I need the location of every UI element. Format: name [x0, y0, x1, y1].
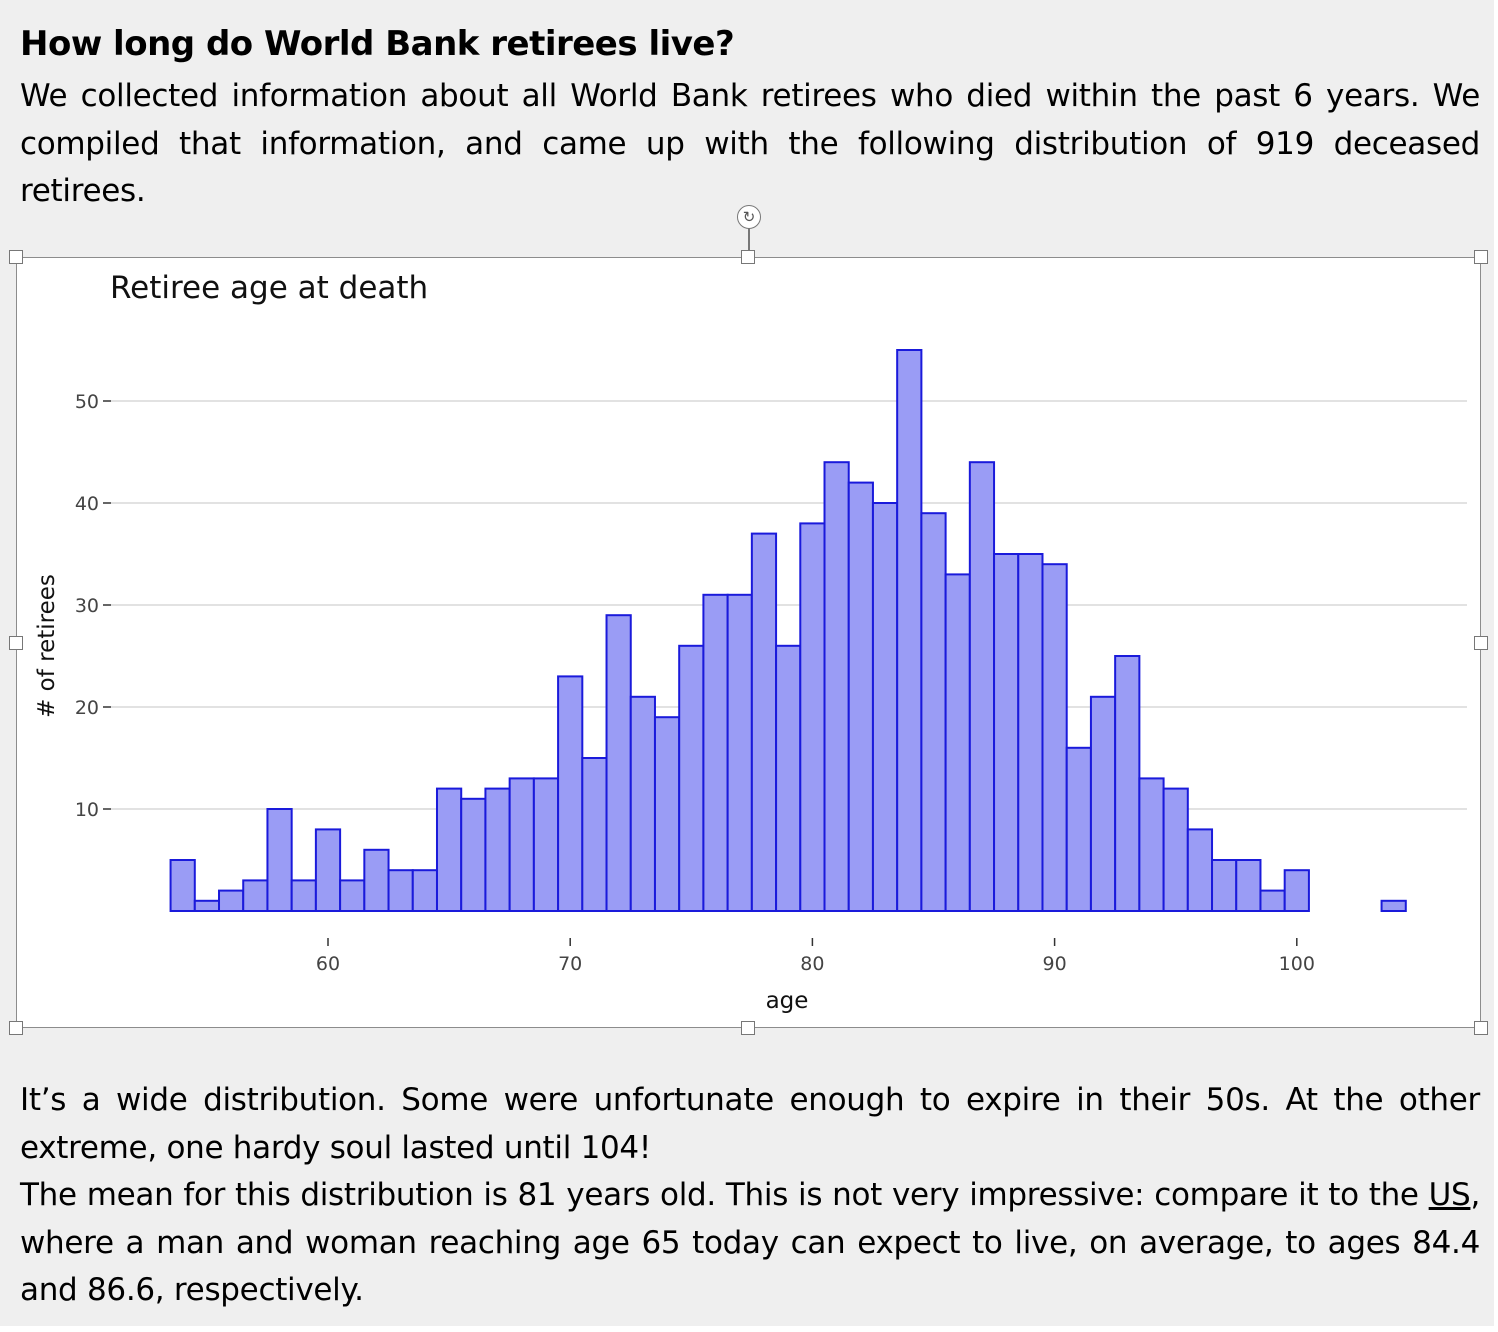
y-tick-label-10: 10: [75, 799, 99, 821]
y-tick-label-30: 30: [75, 595, 99, 617]
histogram-bar-91: [1065, 746, 1092, 912]
histogram-bar-90: [1041, 563, 1068, 912]
x-tick-label-90: 90: [1043, 953, 1067, 975]
x-tick-label-60: 60: [316, 953, 340, 975]
histogram-bar-95: [1162, 787, 1189, 912]
us-link[interactable]: US: [1428, 1177, 1471, 1213]
histogram-bar-57: [242, 879, 269, 913]
grid-lines: [111, 400, 1467, 810]
resize-handle-top[interactable]: [741, 250, 755, 264]
histogram-bar-87: [968, 461, 996, 912]
histogram-bar-94: [1138, 777, 1165, 913]
histogram-bar-92: [1089, 695, 1117, 912]
discussion-paragraph-1: It’s a wide distribution. Some were unfo…: [20, 1082, 1480, 1166]
histogram-bar-81: [823, 461, 850, 912]
histogram-bar-97: [1211, 859, 1238, 912]
resize-handle-left[interactable]: [9, 636, 23, 650]
histogram-bar-79: [775, 644, 802, 912]
histogram-bar-55: [193, 899, 221, 912]
histogram-bar-80: [799, 522, 826, 912]
histogram-bar-82: [847, 481, 874, 912]
rotate-handle-icon[interactable]: ↻: [737, 205, 761, 229]
resize-handle-top-left[interactable]: [9, 250, 23, 264]
histogram-bar-65: [435, 787, 463, 912]
x-tick-label-70: 70: [558, 953, 582, 975]
histogram-bar-73: [629, 695, 656, 912]
resize-handle-bottom[interactable]: [741, 1021, 755, 1035]
y-tick-label-50: 50: [75, 391, 99, 413]
resize-handle-top-right[interactable]: [1474, 250, 1488, 264]
histogram-bar-68: [508, 777, 535, 913]
histogram-bar-99: [1259, 889, 1286, 912]
histogram-bar-98: [1235, 859, 1262, 912]
y-tick-label-40: 40: [75, 493, 99, 515]
histogram-bar-104: [1380, 899, 1407, 912]
chart-title: Retiree age at death: [110, 270, 428, 306]
chart-object[interactable]: Retiree age at death 10 20 30 40 50 60 70 80 90 1…: [16, 257, 1481, 1028]
histogram-bar-62: [363, 848, 390, 912]
histogram-bar-58: [266, 808, 293, 912]
bars: [169, 349, 1407, 913]
histogram-bar-89: [1017, 553, 1044, 912]
histogram-bar-61: [339, 879, 366, 913]
histogram-bar-100: [1283, 869, 1310, 913]
discussion-paragraph-2: The mean for this distribution is 81 yea…: [20, 1172, 1480, 1315]
histogram-bar-84: [896, 349, 923, 912]
histogram-bar-83: [871, 502, 899, 912]
histogram-bar-64: [411, 869, 438, 913]
histogram-bar-85: [920, 512, 947, 912]
y-tick-label-20: 20: [75, 697, 99, 719]
histogram-bar-74: [653, 716, 681, 913]
axis-ticks: 10 20 30 40 50 60 70 80 90 100: [75, 391, 1315, 975]
histogram-bar-72: [605, 614, 632, 912]
histogram-bar-67: [484, 787, 511, 912]
histogram-bar-70: [557, 675, 584, 912]
resize-handle-bottom-right[interactable]: [1474, 1021, 1488, 1035]
histogram-bar-59: [290, 879, 317, 913]
histogram-bar-66: [460, 797, 487, 912]
histogram-bar-71: [581, 757, 608, 912]
paragraph-text-start: The mean for this distribution is 81 yea…: [20, 1177, 1429, 1213]
histogram-bar-76: [702, 593, 729, 912]
y-axis-label: # of retirees: [34, 574, 60, 718]
histogram-bar-60: [314, 828, 342, 913]
x-tick-label-100: 100: [1279, 953, 1315, 975]
histogram-bar-75: [678, 644, 705, 912]
rotation-handle-stem: [748, 228, 750, 250]
histogram-bar-86: [944, 573, 971, 912]
paragraph-text-end: , where a man and woman reaching age 65 …: [20, 1177, 1480, 1308]
x-tick-label-80: 80: [800, 953, 824, 975]
histogram-bar-56: [218, 889, 245, 912]
resize-handle-bottom-left[interactable]: [9, 1021, 23, 1035]
histogram-bar-63: [387, 869, 414, 913]
histogram-bar-96: [1186, 828, 1214, 913]
histogram-bar-93: [1114, 655, 1141, 912]
document-heading: How long do World Bank retirees live?: [20, 24, 735, 64]
intro-paragraph: We collected information about all World…: [20, 78, 1480, 209]
histogram-bar-78: [750, 532, 778, 912]
histogram-bar-77: [726, 593, 753, 912]
histogram-bar-69: [532, 777, 560, 913]
histogram-bar-88: [993, 553, 1020, 912]
histogram-bar-54: [169, 859, 196, 912]
resize-handle-right[interactable]: [1474, 636, 1488, 650]
x-axis-label: age: [766, 988, 809, 1014]
